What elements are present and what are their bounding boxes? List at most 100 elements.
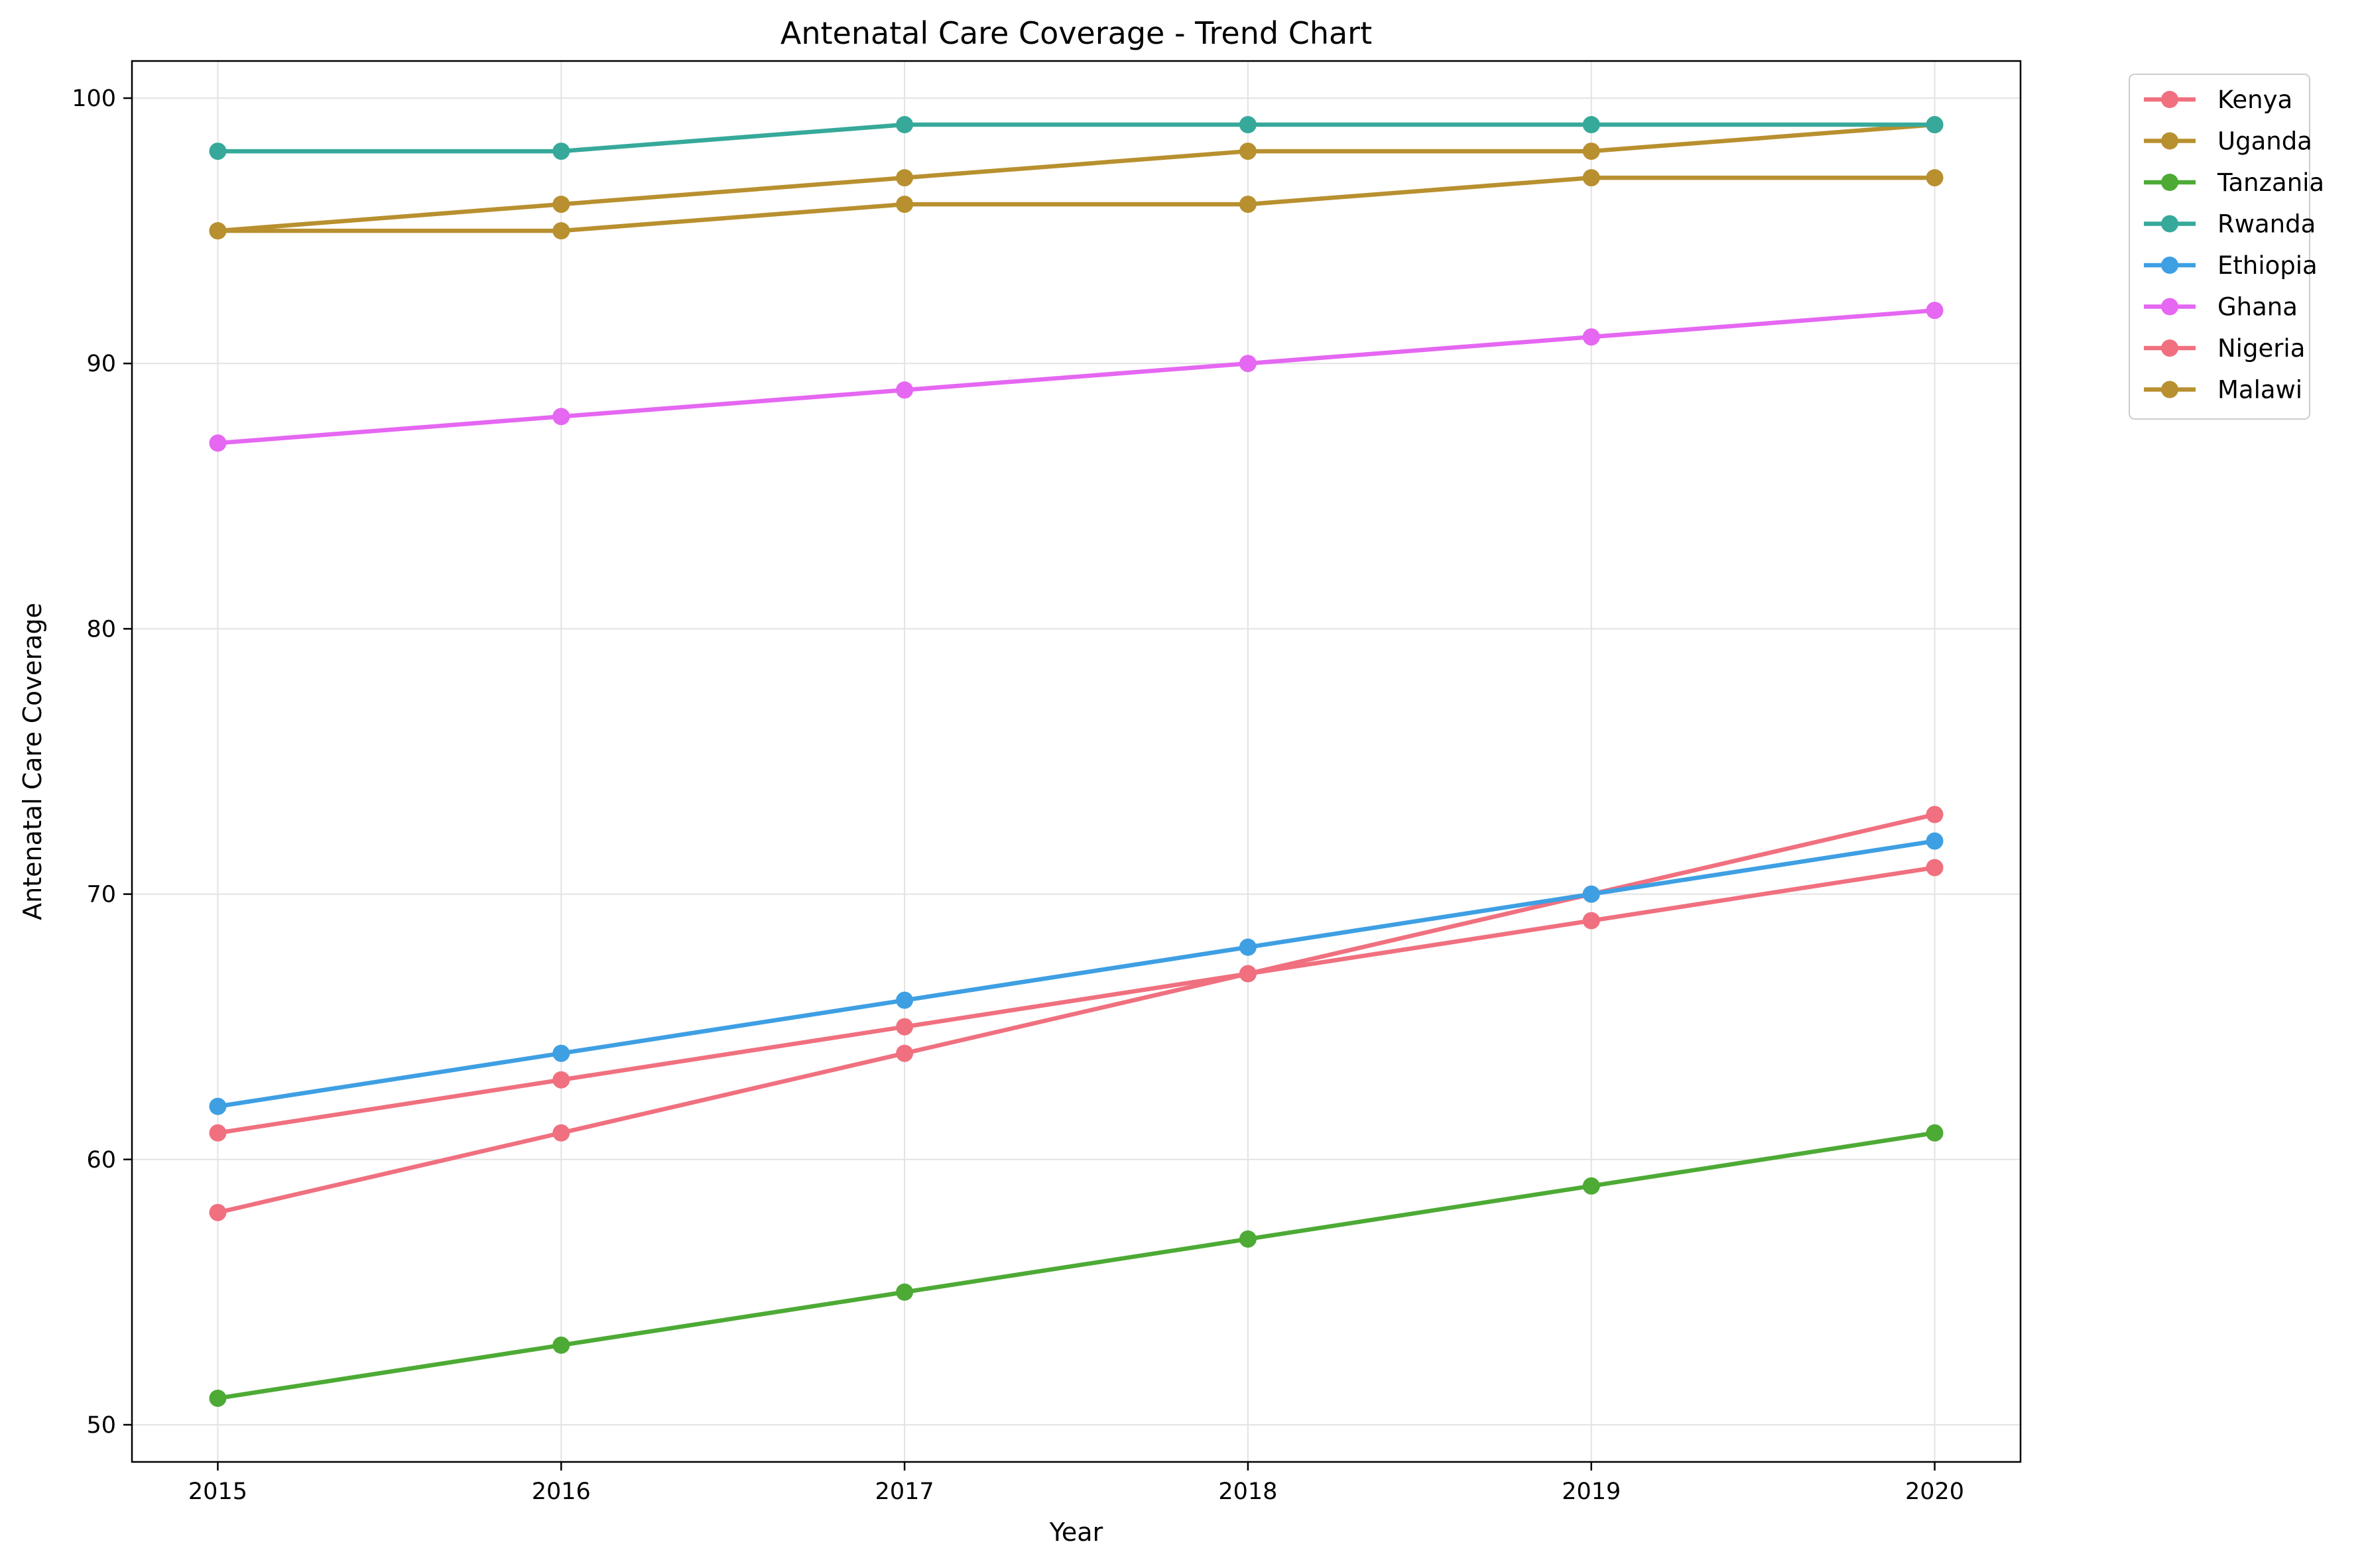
series-line-tanzania [216, 1130, 1937, 1401]
data-point-ethiopia [1926, 832, 1944, 850]
data-point-ghana [209, 434, 227, 452]
data-point-ghana [1239, 355, 1257, 373]
chart-title: Antenatal Care Coverage - Trend Chart [780, 15, 1372, 51]
grid-lines [132, 61, 2021, 1462]
legend-label: Rwanda [2217, 210, 2316, 239]
data-point-tanzania [896, 1283, 914, 1301]
data-point-nigeria [552, 1071, 570, 1089]
legend-item-kenya: Kenya [2144, 86, 2292, 114]
y-tick-label: 60 [86, 1147, 116, 1174]
y-axis-label: Antenatal Care Coverage [18, 603, 47, 920]
data-point-nigeria [1239, 965, 1257, 983]
y-tick-label: 100 [72, 86, 116, 112]
data-point-ethiopia [209, 1097, 227, 1115]
data-point-nigeria [1926, 859, 1944, 876]
data-point-rwanda [1926, 116, 1944, 134]
x-tick-label: 2019 [1562, 1478, 1621, 1505]
legend-item-ghana: Ghana [2144, 293, 2298, 322]
data-point-rwanda [552, 143, 570, 160]
data-point-ethiopia [1239, 938, 1257, 956]
x-tick-label: 2015 [188, 1478, 247, 1505]
data-point-kenya [896, 1044, 914, 1062]
legend: Kenya Uganda Tanzania Rwanda Ethiopia Ghana Ni… [2129, 74, 2324, 420]
y-tick-label: 50 [86, 1412, 116, 1439]
data-point-tanzania [1239, 1230, 1257, 1248]
series-line-malawi [216, 175, 1937, 233]
legend-item-tanzania: Tanzania [2144, 168, 2324, 197]
x-tick-label: 2017 [875, 1478, 934, 1505]
series-malawi [209, 169, 1944, 240]
legend-item-ethiopia: Ethiopia [2144, 251, 2318, 280]
data-point-rwanda [1239, 116, 1257, 134]
series-tanzania [209, 1124, 1944, 1407]
legend-swatch-marker [2161, 132, 2178, 150]
data-point-tanzania [1582, 1177, 1600, 1195]
legend-swatch-marker [2161, 339, 2178, 357]
data-point-malawi [896, 196, 914, 213]
series-line-nigeria [216, 865, 1937, 1136]
legend-swatch-marker [2161, 174, 2178, 191]
legend-label: Ethiopia [2217, 251, 2318, 280]
data-point-malawi [1926, 169, 1944, 187]
series-line-uganda [216, 122, 1937, 233]
data-point-kenya [209, 1203, 227, 1221]
data-point-uganda [1582, 143, 1600, 160]
legend-label: Uganda [2217, 127, 2312, 156]
x-axis-label: Year [1049, 1518, 1103, 1547]
data-point-ethiopia [1582, 885, 1600, 903]
data-point-kenya [1926, 806, 1944, 823]
legend-item-uganda: Uganda [2144, 127, 2312, 156]
series-line-rwanda [216, 122, 1937, 154]
legend-item-nigeria: Nigeria [2144, 334, 2305, 363]
legend-swatch-marker [2161, 298, 2178, 316]
series-line-ethiopia [216, 839, 1937, 1109]
data-point-nigeria [209, 1124, 227, 1142]
legend-item-malawi: Malawi [2144, 376, 2302, 404]
plot-area-frame [131, 60, 2022, 1463]
legend-swatch-marker [2161, 257, 2178, 274]
data-point-ghana [1926, 302, 1944, 320]
y-tick-label: 90 [86, 351, 116, 377]
data-point-rwanda [896, 116, 914, 134]
data-point-kenya [552, 1124, 570, 1142]
data-point-malawi [552, 222, 570, 240]
data-point-rwanda [1582, 116, 1600, 134]
data-point-malawi [209, 222, 227, 240]
legend-label: Kenya [2217, 86, 2292, 114]
legend-box [2129, 74, 2310, 420]
series-kenya [209, 806, 1944, 1221]
legend-label: Nigeria [2217, 334, 2305, 363]
legend-label: Malawi [2217, 376, 2302, 404]
data-point-ethiopia [896, 991, 914, 1009]
data-point-ghana [552, 408, 570, 426]
legend-item-rwanda: Rwanda [2144, 210, 2316, 239]
y-tick-label: 70 [86, 882, 116, 908]
data-point-ethiopia [552, 1044, 570, 1062]
data-point-ghana [896, 381, 914, 399]
data-point-nigeria [1582, 912, 1600, 930]
series-nigeria [209, 859, 1944, 1142]
data-point-uganda [552, 196, 570, 213]
x-tick-label: 2020 [1905, 1478, 1964, 1505]
legend-swatch-marker [2161, 381, 2178, 398]
series-line-kenya [216, 812, 1937, 1215]
series-ghana [209, 302, 1944, 452]
plot-series [209, 116, 1944, 1407]
data-point-uganda [1239, 143, 1257, 160]
data-point-nigeria [896, 1018, 914, 1036]
data-point-rwanda [209, 143, 227, 160]
y-tick-label: 80 [86, 616, 116, 642]
legend-label: Ghana [2217, 293, 2298, 322]
x-tick-label: 2016 [532, 1478, 591, 1505]
series-ethiopia [209, 832, 1944, 1115]
data-point-malawi [1582, 169, 1600, 187]
axis-ticks: 2015 2016 2017 2018 2019 2020 50 60 70 80 90 100 [72, 86, 1964, 1505]
data-point-malawi [1239, 196, 1257, 213]
legend-label: Tanzania [2217, 168, 2324, 197]
data-point-ghana [1582, 328, 1600, 346]
series-rwanda [209, 116, 1944, 160]
data-point-tanzania [1926, 1124, 1944, 1142]
series-line-ghana [216, 308, 1937, 446]
x-tick-label: 2018 [1218, 1478, 1277, 1505]
